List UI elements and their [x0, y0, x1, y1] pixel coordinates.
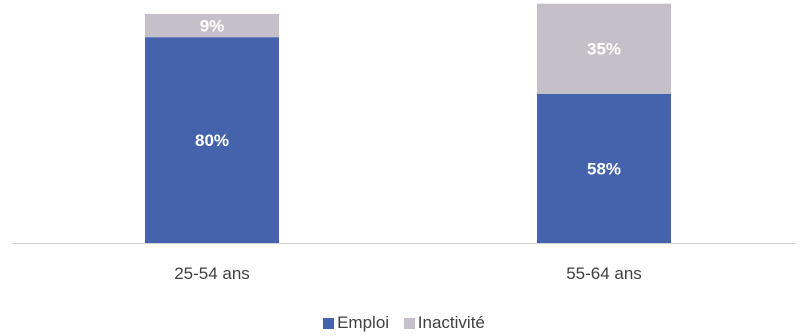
data-label-inactivite-2: 35%: [587, 40, 621, 59]
x-tick-labels: 25-54 ans 55-64 ans: [174, 264, 642, 283]
bars-group: 80% 9% 58% 35%: [145, 3, 671, 244]
data-label-inactivite-1: 9%: [200, 17, 225, 36]
bar-emploi-1: [145, 37, 279, 243]
x-tick-label-2: 55-64 ans: [566, 264, 642, 283]
data-label-emploi-2: 58%: [587, 159, 621, 178]
data-label-emploi-1: 80%: [195, 131, 229, 150]
x-tick-label-1: 25-54 ans: [174, 264, 250, 283]
legend-swatch-inactivite: [403, 317, 415, 329]
legend-item-emploi: Emploi: [323, 313, 389, 333]
bar-inactivite-1: [145, 14, 279, 38]
legend-label-inactivite: Inactivité: [417, 313, 485, 332]
legend-item-inactivite: Inactivité: [403, 313, 485, 333]
legend-label-emploi: Emploi: [337, 313, 390, 332]
bar-emploi-2: [537, 93, 671, 244]
bar-inactivite-2: [537, 3, 671, 94]
legend-swatch-emploi: [323, 317, 335, 329]
legend: Emploi Inactivité: [0, 313, 808, 334]
